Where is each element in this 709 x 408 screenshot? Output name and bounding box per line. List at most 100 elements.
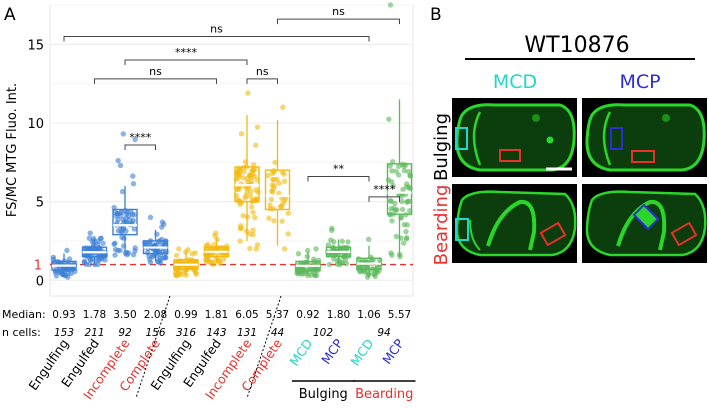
median-value: 5.37 xyxy=(266,309,289,321)
row-label-bearding: Bearding xyxy=(431,185,452,266)
significance-label: ns xyxy=(332,5,345,18)
data-point xyxy=(272,159,278,166)
data-point xyxy=(250,232,256,238)
data-point xyxy=(100,240,106,247)
x-tick-label: MCD xyxy=(286,336,315,368)
median-value: 0.92 xyxy=(296,309,319,321)
n-cells-value: 44 xyxy=(271,327,284,339)
significance-bracket xyxy=(368,196,400,202)
data-point xyxy=(266,215,272,221)
box xyxy=(264,169,291,211)
x-tick-label: MCD xyxy=(347,336,376,368)
data-point xyxy=(64,247,70,254)
data-point xyxy=(253,142,259,148)
n-cells-value: 156 xyxy=(145,327,165,339)
data-point xyxy=(217,260,223,267)
data-point xyxy=(391,205,397,211)
n-cells-value: 143 xyxy=(206,327,226,339)
data-point xyxy=(111,241,117,247)
data-point xyxy=(117,162,124,169)
data-point xyxy=(50,254,57,261)
median-row-label: Median: xyxy=(2,308,46,321)
data-point xyxy=(247,245,253,252)
data-point xyxy=(189,251,195,257)
data-point xyxy=(132,136,138,143)
data-point xyxy=(154,258,161,265)
panel-b-label: B xyxy=(430,5,442,25)
data-point xyxy=(202,256,209,263)
median-value: 6.05 xyxy=(235,309,258,321)
data-point xyxy=(265,172,271,179)
data-point xyxy=(97,235,104,242)
data-point xyxy=(401,168,408,174)
median-value: 1.80 xyxy=(327,309,350,321)
data-point xyxy=(325,242,331,248)
data-point xyxy=(393,168,399,175)
x-axis-labels: EngulfingEngulfedIncompleteCompleteEngul… xyxy=(25,336,407,402)
data-point xyxy=(237,238,243,244)
significance-label: ns xyxy=(149,65,162,78)
data-point xyxy=(58,269,64,275)
panel-a-label: A xyxy=(4,5,16,25)
reference-line-label: 1 xyxy=(34,259,42,274)
y-tick-label: 0 xyxy=(36,274,44,289)
data-point xyxy=(244,214,251,220)
data-point xyxy=(313,246,319,252)
data-point xyxy=(130,181,137,187)
n-cells-value: 102 xyxy=(313,327,333,339)
data-point xyxy=(250,227,256,233)
data-point xyxy=(143,242,149,248)
data-point xyxy=(277,203,284,210)
data-point xyxy=(401,221,408,228)
data-point xyxy=(120,216,126,223)
data-point xyxy=(238,131,245,137)
data-point xyxy=(295,251,302,257)
significance-bracket xyxy=(246,78,278,84)
data-point xyxy=(269,176,276,183)
data-point xyxy=(153,242,160,248)
n-cells-value: 94 xyxy=(377,327,390,339)
data-point xyxy=(271,185,277,192)
n-cells-value: 316 xyxy=(176,327,196,339)
data-point xyxy=(86,261,93,268)
micrograph-bulging-mcp xyxy=(582,98,707,177)
data-point xyxy=(326,261,333,268)
column-label-mcd: MCD xyxy=(493,71,537,93)
data-point xyxy=(66,256,73,262)
significance-bracket xyxy=(277,18,400,25)
data-point xyxy=(365,236,372,243)
y-tick-label: 5 xyxy=(36,196,44,211)
data-point xyxy=(130,173,136,179)
data-point xyxy=(268,196,275,203)
data-point xyxy=(250,162,257,168)
data-point xyxy=(130,251,137,258)
n-cells-value: 131 xyxy=(237,327,257,339)
strain-title: WT10876 xyxy=(524,33,629,58)
significance-label: **** xyxy=(175,46,198,59)
divider-line xyxy=(246,295,282,399)
data-point xyxy=(183,249,189,255)
data-point xyxy=(285,231,291,237)
significance-bracket xyxy=(124,144,156,150)
data-point xyxy=(276,180,282,186)
significance-label: ns xyxy=(210,22,223,35)
data-point xyxy=(399,206,406,213)
data-point xyxy=(403,236,410,242)
median-value: 5.57 xyxy=(388,309,411,321)
condition-groups: Bulging Bearding xyxy=(292,380,416,402)
n-cells-value: 92 xyxy=(118,327,132,339)
median-value: 1.78 xyxy=(83,309,106,321)
data-point xyxy=(403,228,409,235)
data-point xyxy=(254,124,261,130)
data-point xyxy=(388,250,394,256)
gridlines xyxy=(50,4,413,281)
data-point xyxy=(86,235,93,241)
n-cells-value: 153 xyxy=(54,327,74,339)
box xyxy=(112,208,138,236)
data-point xyxy=(253,187,259,193)
data-point xyxy=(281,171,287,177)
data-point xyxy=(161,241,167,247)
micrograph-bearding-mcd xyxy=(452,184,577,263)
data-point xyxy=(131,226,137,232)
data-point xyxy=(276,190,282,197)
